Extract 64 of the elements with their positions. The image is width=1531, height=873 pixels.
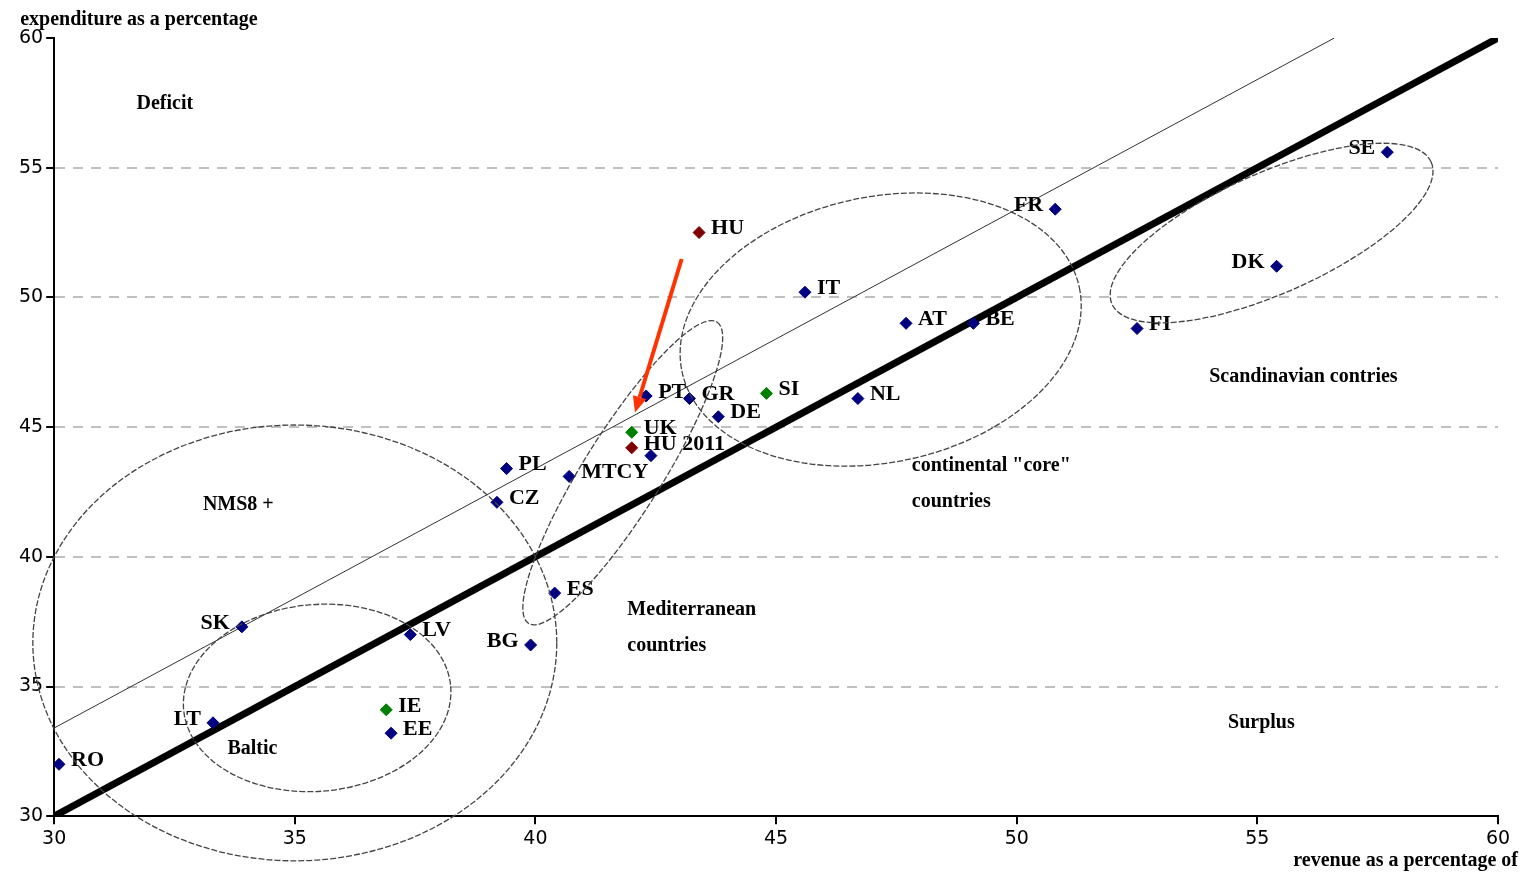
annotation: continental "core" countries	[911, 453, 1071, 512]
annotation: NMS8 +	[202, 492, 274, 515]
annotation: FI	[1149, 310, 1172, 336]
annotation: LV	[422, 616, 451, 642]
annotation: AT	[918, 305, 948, 331]
annotation: LT	[173, 704, 202, 730]
y-tick-label: 55	[18, 154, 44, 177]
annotation: Deficit	[136, 90, 194, 113]
y-tick-label: 40	[18, 543, 44, 566]
annotation: PT	[658, 377, 687, 403]
annotation: PL	[518, 450, 547, 476]
x-tick-label: 45	[763, 825, 789, 848]
y-tick-label: 35	[18, 673, 44, 696]
point	[759, 386, 773, 400]
point	[379, 703, 393, 717]
annotation: SI	[778, 375, 800, 401]
point	[1048, 202, 1062, 216]
annotation: IE	[398, 691, 422, 717]
annotation: ES	[566, 574, 594, 600]
annotation: NL	[869, 380, 901, 406]
point	[1270, 259, 1284, 273]
y-tick-label: 45	[18, 414, 44, 437]
annotation: RO	[70, 746, 104, 772]
y-tick-label: 50	[18, 284, 44, 307]
point	[966, 316, 980, 330]
point	[235, 620, 249, 634]
point	[500, 462, 514, 476]
point	[899, 316, 913, 330]
point	[403, 628, 417, 642]
point	[206, 716, 220, 730]
annotation: DK	[1231, 247, 1265, 273]
annotation: Baltic	[227, 736, 278, 759]
annotation: Surplus	[1228, 709, 1295, 733]
point	[1380, 145, 1394, 159]
point	[625, 441, 639, 455]
point	[711, 410, 725, 424]
point	[625, 425, 639, 439]
point	[798, 285, 812, 299]
annotation: CZ	[508, 484, 540, 510]
annotation: BG	[486, 626, 519, 652]
point	[644, 449, 658, 463]
point	[548, 586, 562, 600]
annotation: MTCY	[581, 458, 649, 484]
x-tick-label: 40	[523, 825, 548, 848]
point	[692, 226, 706, 240]
x-tick-label: 55	[1245, 825, 1270, 848]
y-tick-label: 30	[18, 803, 44, 826]
annotation: Mediterranean countries	[627, 597, 757, 656]
annotation: HU	[711, 214, 745, 240]
x-tick-label: 60	[1485, 825, 1511, 848]
x-tick-label: 35	[282, 825, 307, 848]
annotation: Scandinavian contries	[1209, 363, 1398, 386]
point	[524, 638, 538, 652]
x-tick-label: 30	[42, 825, 67, 848]
x-tick-label: 50	[1004, 825, 1029, 848]
point	[851, 392, 865, 406]
annotation: IT	[816, 273, 841, 299]
annotation: SK	[200, 608, 230, 634]
point	[54, 757, 66, 771]
point	[1130, 322, 1144, 336]
x-axis-title: revenue as a percentage of	[1293, 848, 1519, 872]
point	[562, 469, 576, 483]
point	[384, 726, 398, 740]
annotation: EE	[403, 714, 433, 740]
